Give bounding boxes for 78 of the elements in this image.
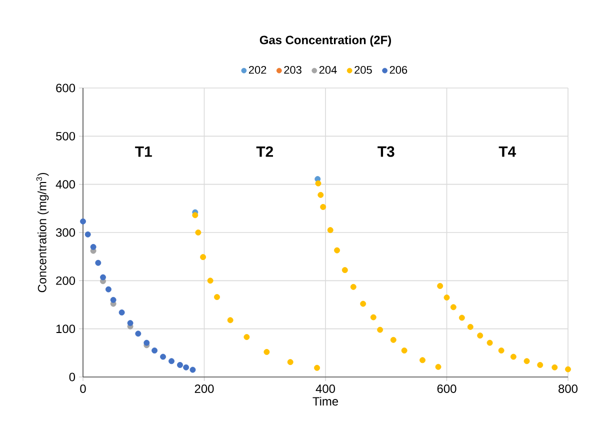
- point: [314, 364, 320, 371]
- point: [160, 354, 166, 360]
- point: [498, 348, 504, 354]
- point: [168, 358, 175, 364]
- point: [510, 354, 516, 360]
- point: [370, 314, 376, 320]
- point: [183, 364, 190, 370]
- x-tick-label: 0: [80, 384, 86, 393]
- point: [537, 362, 544, 368]
- x-tick-label: 200: [194, 384, 214, 393]
- y-tick-label: 300: [56, 228, 76, 237]
- point: [127, 320, 134, 326]
- point: [264, 348, 270, 355]
- point: [350, 284, 356, 290]
- point: [110, 296, 116, 303]
- point: [334, 247, 340, 254]
- point: [420, 357, 426, 364]
- point: [192, 212, 198, 218]
- legend-label: 206: [390, 66, 408, 74]
- point: [227, 317, 234, 324]
- point: [565, 366, 571, 372]
- point: [377, 326, 384, 333]
- y-tick-label: 100: [56, 324, 76, 334]
- y-tick-label: 600: [56, 84, 76, 92]
- x-axis-title: Time: [312, 396, 338, 406]
- x-tick-label: 600: [437, 384, 456, 393]
- point: [467, 324, 474, 330]
- point: [105, 286, 112, 292]
- point: [444, 294, 450, 301]
- point: [100, 274, 106, 280]
- point: [524, 358, 530, 364]
- point: [190, 366, 196, 373]
- point: [360, 300, 366, 307]
- legend-label: 202: [248, 66, 266, 74]
- legend-label: 203: [284, 66, 302, 74]
- point: [390, 336, 396, 343]
- point: [318, 192, 324, 198]
- y-tick-label: 500: [56, 132, 76, 140]
- point: [437, 282, 444, 289]
- annotation: T2: [256, 146, 273, 157]
- point: [152, 348, 158, 354]
- y-tick-label: 400: [56, 180, 76, 189]
- point: [80, 218, 86, 224]
- point: [287, 359, 294, 366]
- point: [200, 254, 206, 260]
- point: [315, 180, 322, 186]
- point: [177, 362, 183, 368]
- x-tick-label: 400: [316, 384, 336, 393]
- chart-title: Gas Concentration (2F): [260, 35, 391, 47]
- point: [450, 304, 456, 310]
- point: [84, 231, 91, 238]
- point: [477, 332, 484, 339]
- point: [214, 294, 220, 300]
- annotation: T4: [498, 146, 516, 157]
- legend-label: 205: [354, 66, 372, 74]
- x-tick-label: 800: [558, 384, 578, 393]
- y-axis-title: Concentration (mg/m$^{3}$): [36, 172, 49, 292]
- point: [95, 260, 102, 266]
- point: [320, 204, 326, 210]
- point: [435, 364, 442, 370]
- point: [486, 340, 493, 346]
- point: [195, 230, 202, 236]
- point: [552, 364, 558, 370]
- point: [118, 309, 125, 316]
- y-tick-label: 0: [69, 372, 76, 382]
- point: [342, 267, 348, 274]
- point: [458, 314, 465, 321]
- y-tick-label: 200: [56, 276, 76, 285]
- point: [90, 244, 96, 250]
- legend-label: 204: [319, 66, 337, 74]
- point: [144, 340, 150, 346]
- annotation: T1: [135, 146, 152, 157]
- annotation: T3: [378, 146, 394, 157]
- point: [244, 334, 250, 340]
- point: [135, 330, 142, 337]
- point: [401, 348, 408, 354]
- point: [207, 278, 214, 284]
- point: [327, 227, 334, 234]
